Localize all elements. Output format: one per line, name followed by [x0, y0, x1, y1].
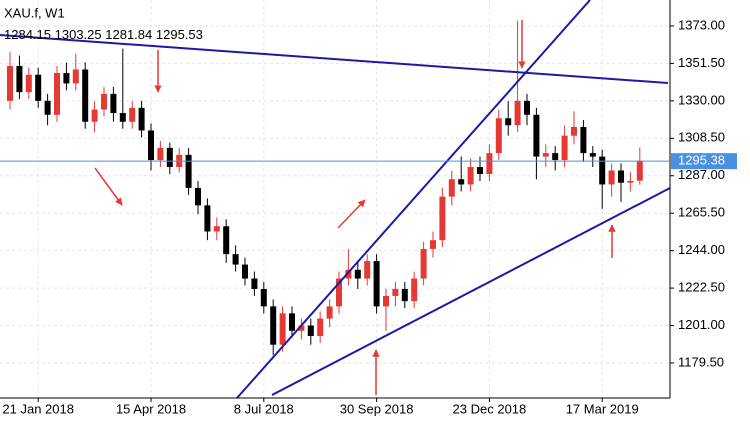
candle-body: [138, 107, 145, 131]
candle-body: [420, 248, 427, 279]
current-price-box: [671, 153, 737, 170]
x-tick-label: 30 Sep 2018: [340, 401, 414, 416]
arrow: [94, 167, 123, 206]
candle-body: [289, 313, 295, 331]
candle-body: [298, 325, 305, 331]
candle-body: [82, 69, 89, 122]
candle-body: [608, 170, 615, 185]
candle-body: [524, 100, 530, 115]
trend-line: [271, 187, 671, 396]
candle-body: [383, 295, 389, 307]
y-tick-label: 1330.00: [678, 92, 725, 107]
candle-body: [166, 147, 173, 168]
candle-body: [636, 160, 643, 181]
candle-body: [589, 153, 596, 157]
x-tick-label: 23 Dec 2018: [453, 401, 527, 416]
candle-body: [533, 114, 540, 157]
arrow: [337, 199, 366, 229]
candle-body: [486, 153, 493, 175]
candle-body: [364, 261, 371, 279]
trend-line: [0, 34, 669, 84]
candle-body: [72, 69, 79, 84]
x-tick-label: 15 Apr 2018: [116, 401, 186, 416]
candle-body: [223, 226, 230, 255]
y-tick-label: 1244.00: [678, 242, 725, 257]
candle-body: [373, 261, 380, 307]
candle-body: [467, 167, 474, 185]
candle-body: [63, 72, 70, 84]
x-tick-label: 8 Jul 2018: [234, 401, 294, 416]
candle-body: [204, 205, 211, 232]
y-tick-label: 1179.50: [678, 354, 724, 369]
candle-body: [599, 156, 606, 185]
candle-body: [25, 74, 32, 93]
candle-body: [270, 306, 277, 345]
candle-body: [542, 153, 549, 157]
candle-body: [148, 130, 154, 161]
y-tick-label: 1308.50: [678, 130, 725, 145]
candle-body: [354, 269, 361, 279]
candle-body: [35, 74, 42, 101]
candle-body: [401, 288, 408, 302]
candle-body: [345, 269, 352, 279]
candle-body: [157, 147, 164, 161]
candle-body: [307, 325, 314, 336]
candle-body: [477, 167, 483, 175]
candle-body: [44, 100, 51, 115]
candle-body: [185, 154, 192, 188]
candle-body: [495, 118, 502, 154]
candle-body: [110, 93, 117, 114]
current-price-label: 1295.38: [678, 153, 725, 168]
candle-body: [505, 118, 512, 126]
trend-line: [236, 0, 591, 399]
candle-body: [91, 109, 98, 122]
candle-body: [213, 226, 220, 232]
candle-body: [514, 100, 521, 126]
candle-body: [242, 264, 248, 279]
chart-title: XAU.f, W1: [4, 5, 65, 20]
ohlc-open: 1284.15: [4, 27, 51, 42]
candle-body: [279, 313, 286, 345]
ohlc-high: 1303.25: [55, 27, 102, 42]
y-tick-label: 1222.50: [678, 280, 725, 295]
y-tick-label: 1201.00: [678, 317, 725, 332]
candle-body: [129, 107, 136, 122]
x-tick-label: 21 Jan 2018: [2, 401, 74, 416]
candle-body: [561, 135, 568, 161]
candle-body: [627, 180, 634, 183]
candle-body: [411, 278, 418, 302]
candle-body: [317, 318, 324, 336]
candle-body: [580, 126, 587, 154]
y-tick-label: 1373.00: [678, 17, 725, 32]
annotations: [0, 0, 671, 399]
candle-body: [101, 93, 107, 110]
y-tick-label: 1287.00: [678, 167, 725, 182]
candle-body: [232, 254, 239, 265]
ohlc-close: 1295.53: [156, 27, 203, 42]
candle-body: [571, 126, 577, 136]
y-tick-label: 1265.50: [678, 205, 725, 220]
candle-body: [54, 72, 60, 115]
candle-body: [195, 187, 201, 206]
candle-body: [251, 278, 258, 289]
ohlc-low: 1281.84: [105, 27, 152, 42]
candle-body: [7, 66, 13, 101]
candle-body: [392, 288, 399, 296]
candle-body: [119, 113, 126, 122]
candle-body: [16, 66, 23, 93]
x-tick-label: 17 Mar 2019: [566, 401, 639, 416]
candle-body: [458, 179, 465, 185]
candle-body: [618, 170, 624, 183]
candle-body: [260, 288, 267, 307]
candle-body: [336, 278, 342, 307]
candle-body: [448, 179, 455, 197]
candle-body: [552, 153, 559, 161]
candle-body: [326, 306, 333, 319]
y-tick-label: 1351.50: [678, 55, 725, 70]
candle-body: [439, 196, 446, 241]
ohlc-readout: 1284.15 1303.25 1281.84 1295.53: [4, 27, 203, 42]
candle-body: [430, 240, 436, 249]
